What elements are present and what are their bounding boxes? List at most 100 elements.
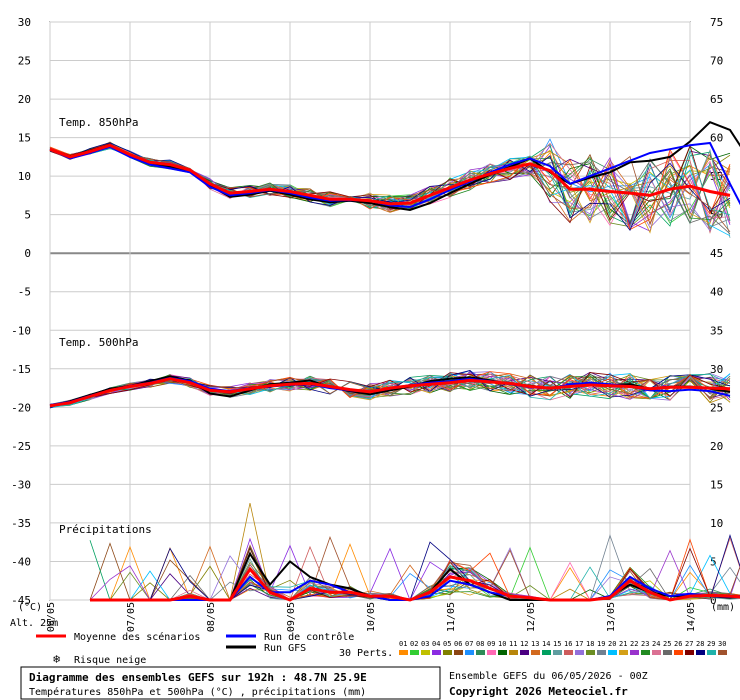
- pert-legend-label-19: 19: [597, 640, 605, 648]
- chart-grid: [49, 21, 691, 601]
- pert-legend-swatch-14: [542, 650, 551, 655]
- pert-legend-label-29: 29: [707, 640, 715, 648]
- left-tick-label: -20: [11, 401, 31, 414]
- run-info: Ensemble GEFS du 06/05/2026 - 00Z: [449, 671, 648, 682]
- pert-legend-swatch-24: [652, 650, 661, 655]
- mean-t500-line: [49, 377, 731, 408]
- x-tick-label: 09/05: [286, 602, 297, 632]
- pert-legend-label-24: 24: [652, 640, 660, 648]
- pert-legend-swatch-30: [718, 650, 727, 655]
- pert-legend-swatch-05: [443, 650, 452, 655]
- pert-legend-swatch-15: [553, 650, 562, 655]
- right-tick-label: 0: [710, 594, 717, 607]
- right-tick-label: 25: [710, 401, 723, 414]
- pert-legend-label-25: 25: [663, 640, 671, 648]
- left-tick-label: -45: [11, 594, 31, 607]
- x-axis-dates: 06/05 07/05 08/05 09/05 10/05 11/05 12/05 13/05…: [46, 602, 697, 632]
- left-tick-label: 10: [18, 170, 31, 183]
- legend-control-label: Run de contrôle: [264, 631, 354, 643]
- left-tick-label: 0: [24, 247, 31, 260]
- left-tick-label: 5: [24, 209, 31, 222]
- pert-legend-label-23: 23: [641, 640, 649, 648]
- mean-precip-line: [90, 566, 740, 602]
- x-tick-label: 14/05: [686, 602, 697, 632]
- altitude-unit: m: [52, 618, 58, 629]
- x-tick-label: 12/05: [526, 602, 537, 632]
- pert-legend-label-30: 30: [718, 640, 726, 648]
- pert-legend-swatch-25: [663, 650, 672, 655]
- altitude-label: Alt. 25m: [10, 618, 58, 629]
- pert-legend-label-07: 07: [465, 640, 473, 648]
- pert-legend-swatch-02: [410, 650, 419, 655]
- pert-legend-swatch-08: [476, 650, 485, 655]
- right-tick-label: 60: [710, 132, 723, 145]
- legend-gfs-label: Run GFS: [264, 643, 306, 654]
- pert-legend-swatch-03: [421, 650, 430, 655]
- right-tick-label: 10: [710, 517, 723, 530]
- legend-mean-label: Moyenne des scénarios: [74, 631, 200, 643]
- right-tick-label: 40: [710, 286, 723, 299]
- gfs-t850-line: [49, 121, 740, 212]
- pert-legend-swatch-10: [498, 650, 507, 655]
- pert-legend-swatch-07: [465, 650, 474, 655]
- legend-perts-label: 30 Perts.: [339, 648, 393, 659]
- pert-legend-label-09: 09: [487, 640, 495, 648]
- pert-legend-swatch-26: [674, 650, 683, 655]
- chart-title: Diagramme des ensembles GEFS sur 192h : …: [29, 671, 367, 684]
- pert-legend-swatch-13: [531, 650, 540, 655]
- pert-legend-label-21: 21: [619, 640, 627, 648]
- label-temp-500: Temp. 500hPa: [59, 336, 138, 349]
- pert-legend-label-27: 27: [685, 640, 693, 648]
- pert-legend-label-16: 16: [564, 640, 572, 648]
- pert-legend-swatch-19: [597, 650, 606, 655]
- pert-legend-label-01: 01: [399, 640, 407, 648]
- main-series: [49, 121, 740, 602]
- pert-legend-swatch-01: [399, 650, 408, 655]
- pert-legend-swatch-04: [432, 650, 441, 655]
- left-tick-label: -10: [11, 324, 31, 337]
- left-unit-label: (°C): [18, 602, 42, 613]
- right-tick-label: 45: [710, 247, 723, 260]
- pert-legend-label-17: 17: [575, 640, 583, 648]
- right-tick-label: 30: [710, 363, 723, 376]
- pert-legend-swatch-20: [608, 650, 617, 655]
- pert-30-t500-line: [49, 373, 731, 406]
- pert-legend-swatch-16: [564, 650, 573, 655]
- right-tick-label: 70: [710, 55, 723, 68]
- x-tick-label: 07/05: [126, 602, 137, 632]
- right-tick-label: 20: [710, 440, 723, 453]
- pert-legend-label-08: 08: [476, 640, 484, 648]
- right-unit-label: (mm): [711, 602, 735, 613]
- left-tick-label: 25: [18, 55, 31, 68]
- pert-legend-swatch-21: [619, 650, 628, 655]
- x-tick-label: 11/05: [446, 602, 457, 632]
- x-tick-label: 13/05: [606, 602, 617, 632]
- x-tick-label: 06/05: [46, 602, 57, 632]
- pert-legend-label-15: 15: [553, 640, 561, 648]
- pert-legend-label-03: 03: [421, 640, 429, 648]
- pert-legend-swatch-12: [520, 650, 529, 655]
- pert-legend-swatch-23: [641, 650, 650, 655]
- left-tick-label: -30: [11, 478, 31, 491]
- pert-19-precip-line: [90, 534, 740, 601]
- pert-legend-label-11: 11: [509, 640, 517, 648]
- pert-legend-label-20: 20: [608, 640, 616, 648]
- left-tick-label: 30: [18, 16, 31, 29]
- pert-legend-label-22: 22: [630, 640, 638, 648]
- right-tick-label: 35: [710, 324, 723, 337]
- pert-28-t850-line: [49, 142, 731, 231]
- perturbation-legend: 01 02 03 04 05 06 07 08 09 10 11 12 13 14 15 16 17 18 19 20…: [399, 640, 727, 655]
- pert-legend-swatch-29: [707, 650, 716, 655]
- copyright: Copyright 2026 Meteociel.fr: [449, 685, 628, 698]
- title-box: [20, 666, 441, 700]
- pert-legend-swatch-28: [696, 650, 705, 655]
- pert-legend-label-28: 28: [696, 640, 704, 648]
- pert-legend-label-18: 18: [586, 640, 594, 648]
- pert-legend-swatch-18: [586, 650, 595, 655]
- pert-24: [49, 142, 740, 601]
- pert-legend-label-13: 13: [531, 640, 539, 648]
- pert-legend-swatch-22: [630, 650, 639, 655]
- pert-legend-label-10: 10: [498, 640, 506, 648]
